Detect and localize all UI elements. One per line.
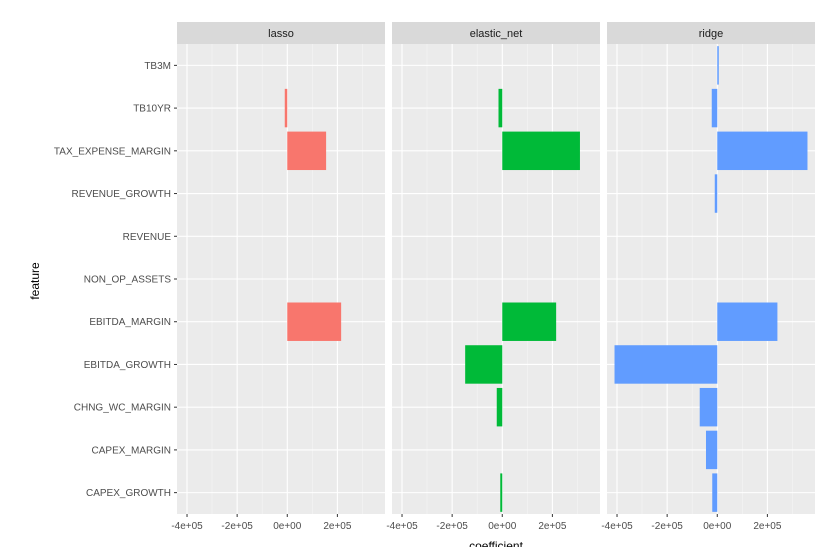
facet-panels: lasso -4e+05 -2e+05 0e+00 2e+05 elastic_net -4… [171, 22, 815, 532]
x-tick-label: 0e+00 [703, 521, 732, 532]
facet-strip-label: ridge [699, 28, 723, 40]
facet-panel-lasso: lasso -4e+05 -2e+05 0e+00 2e+05 [171, 22, 385, 532]
x-tick-label: -4e+05 [171, 521, 203, 532]
x-tick-label: -2e+05 [221, 521, 253, 532]
bar-ridge-ebitda_growth [614, 345, 718, 384]
y-tick-label: TB3M [144, 61, 171, 72]
bar-elastic_net-tax_expense_margin [502, 131, 580, 171]
bar-elastic_net-chng_wc_margin [496, 387, 503, 427]
facet-strip [392, 22, 600, 44]
bar-elastic_net-tb10yr [498, 88, 503, 128]
x-tick-label: -4e+05 [601, 521, 633, 532]
bar-ridge-tax_expense_margin [717, 131, 808, 171]
bar-ridge-tb3m [717, 46, 719, 85]
x-tick-label: 0e+00 [488, 521, 517, 532]
bar-ridge-revenue_growth [714, 174, 718, 213]
y-axis-ticks: CAPEX_GROWTH CAPEX_MARGIN CHNG_WC_MARGIN EB… [54, 61, 177, 499]
bar-ridge-capex_growth [712, 473, 718, 512]
facet-strip-label: elastic_net [470, 28, 523, 40]
facet-strip [607, 22, 815, 44]
bar-elastic_net-ebitda_growth [465, 345, 503, 384]
y-tick-label: EBITDA_GROWTH [84, 360, 171, 371]
y-axis-title: feature [28, 262, 42, 300]
facet-panel-ridge: ridge -4e+05 -2e+05 0e+00 2e+05 [601, 22, 815, 532]
bar-elastic_net-ebitda_margin [502, 302, 557, 341]
bar-lasso-tax_expense_margin [287, 131, 327, 171]
x-tick-label: 2e+05 [323, 521, 352, 532]
bar-ridge-chng_wc_margin [699, 387, 718, 427]
y-tick-label: REVENUE [123, 232, 172, 243]
facet-strip [177, 22, 385, 44]
bar-lasso-ebitda_margin [287, 302, 342, 341]
x-tick-label: -2e+05 [651, 521, 683, 532]
bar-ridge-tb10yr [711, 88, 718, 128]
bar-elastic_net-capex_growth [500, 473, 503, 512]
bar-ridge-capex_margin [705, 430, 718, 470]
x-tick-label: 2e+05 [538, 521, 567, 532]
x-tick-label: -2e+05 [436, 521, 468, 532]
bar-ridge-ebitda_margin [717, 302, 778, 341]
x-tick-label: 2e+05 [753, 521, 782, 532]
x-tick-label: 0e+00 [273, 521, 302, 532]
facet-strip-label: lasso [268, 28, 294, 40]
y-tick-label: EBITDA_MARGIN [89, 317, 171, 328]
y-tick-label: CHNG_WC_MARGIN [74, 403, 171, 414]
y-tick-label: TB10YR [133, 104, 171, 115]
x-axis-title: coefficient [469, 539, 523, 547]
x-tick-label: -4e+05 [386, 521, 418, 532]
y-tick-label: NON_OP_ASSETS [84, 275, 172, 286]
y-tick-label: TAX_EXPENSE_MARGIN [54, 146, 171, 157]
facet-panel-elastic_net: elastic_net -4e+05 -2e+05 0e+00 2e+05 [386, 22, 600, 532]
y-tick-label: CAPEX_MARGIN [92, 445, 171, 456]
y-tick-label: REVENUE_GROWTH [72, 189, 171, 200]
bar-lasso-tb10yr [284, 88, 288, 128]
y-tick-label: CAPEX_GROWTH [86, 488, 171, 499]
